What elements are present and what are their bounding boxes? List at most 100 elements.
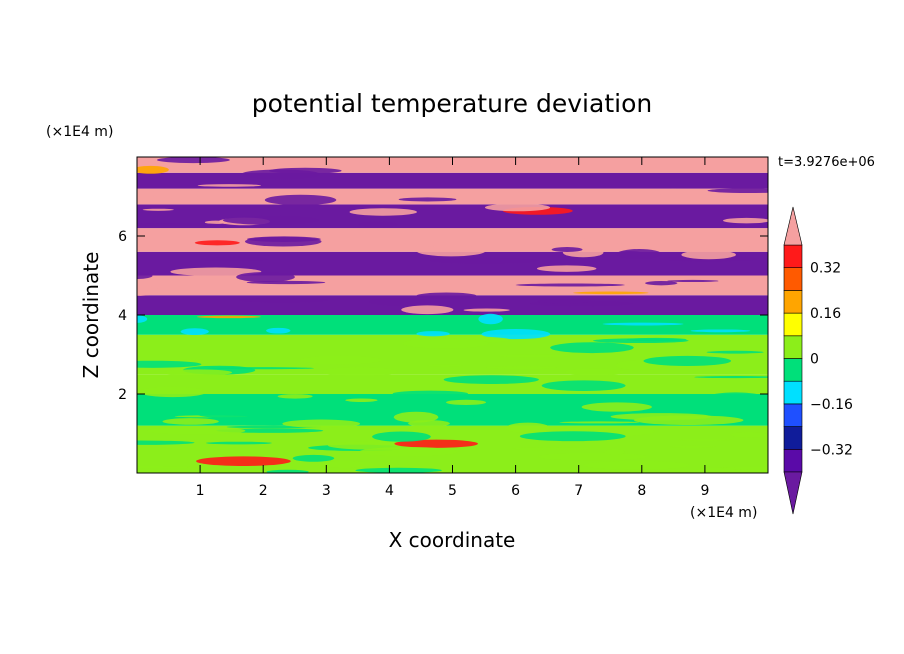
contour-patch: [157, 157, 230, 164]
contour-patch: [137, 272, 153, 279]
contour-patch: [416, 292, 477, 300]
contour-patch: [511, 447, 593, 451]
contour-patch: [196, 456, 291, 466]
contour-patch: [392, 390, 469, 397]
contour-patch: [541, 380, 626, 391]
contour-patch: [137, 360, 202, 368]
colorbar-tick-label: −0.16: [810, 397, 853, 413]
contour-patch: [416, 331, 450, 337]
y-axis-ticks: 2 4 6: [118, 229, 768, 403]
contour-patch: [653, 188, 695, 196]
contour-patch: [575, 237, 673, 244]
contour-texture: [137, 157, 768, 473]
contour-patch: [551, 247, 583, 252]
contour-patch: [266, 327, 291, 334]
contour-patch: [520, 162, 558, 172]
colorbar-segment: [783, 267, 803, 291]
x-tick-label: 6: [511, 483, 520, 499]
x-tick-label: 9: [700, 483, 709, 499]
colorbar-tick-label: −0.32: [810, 442, 853, 458]
contour-patch: [643, 355, 732, 366]
contour-patch: [677, 438, 733, 442]
plot-area: [137, 157, 768, 473]
contour-patch: [137, 466, 197, 469]
contour-patch: [581, 402, 652, 412]
contour-patch: [681, 250, 736, 260]
contour-patch: [616, 248, 662, 260]
contour-bands: [137, 157, 768, 473]
contour-patch: [137, 165, 169, 174]
colorbar-segment: [783, 426, 803, 450]
x-axis-ticks: 1 2 3 4 5 6 7 8 9: [196, 157, 709, 499]
contour-patch: [139, 386, 207, 398]
contour-patch: [694, 376, 768, 379]
contour-patch: [602, 322, 684, 326]
contour-patch: [393, 411, 439, 423]
colorbar-under-arrow: [783, 471, 803, 515]
contour-patch: [537, 299, 591, 304]
contour-patch: [463, 308, 510, 312]
contour-patch: [626, 337, 687, 342]
contour-patch: [564, 368, 625, 376]
contour-patch: [196, 315, 261, 319]
contour-patch: [137, 223, 225, 227]
contour-patch: [730, 431, 768, 438]
x-tick-label: 1: [196, 483, 205, 499]
contour-patch: [321, 162, 391, 166]
colorbar-segment: [783, 403, 803, 427]
contour-patch: [368, 297, 432, 306]
contour-patch: [537, 452, 648, 461]
contour-patch: [170, 267, 262, 276]
contour-patch: [238, 297, 329, 303]
contour-patch: [355, 467, 442, 473]
colorbar-segment: [783, 358, 803, 382]
contour-patch: [505, 422, 551, 434]
contour-patch: [498, 354, 572, 358]
contour-patch: [394, 439, 478, 448]
contour-patch: [445, 399, 487, 405]
contour-patch: [443, 375, 539, 385]
colorbar-tick-label: 0.32: [810, 261, 841, 277]
contour-patch: [197, 184, 262, 187]
contour-patch: [706, 350, 764, 354]
contour-patch: [300, 355, 383, 365]
contour-patch: [519, 431, 626, 442]
contour-patch: [137, 191, 226, 197]
contour-patch: [550, 342, 634, 354]
contour-patch: [194, 240, 240, 246]
time-label: t=3.9276e+06: [778, 155, 875, 170]
contour-patch: [401, 305, 454, 315]
colorbar-segment: [783, 335, 803, 359]
x-tick-label: 3: [322, 483, 331, 499]
contour-band-7: [137, 251, 768, 276]
contour-patch: [633, 415, 744, 425]
contour-patch: [264, 194, 337, 206]
contour-patch: [321, 367, 398, 377]
contour-patch: [349, 208, 417, 216]
contour-patch: [398, 197, 457, 202]
contour-patch: [345, 398, 378, 402]
contour-patch: [722, 217, 768, 224]
x-axis-label: X coordinate: [389, 528, 516, 552]
y-tick-label: 4: [118, 308, 127, 324]
contour-patch: [222, 215, 319, 225]
contour-patch: [690, 329, 751, 333]
contour-patch: [515, 283, 625, 287]
contour-patch: [427, 364, 464, 367]
colorbar-segment: [783, 290, 803, 314]
contour-patch: [147, 426, 246, 435]
contour-patch: [282, 419, 361, 428]
x-unit-label: (×1E4 m): [690, 505, 757, 521]
contour-patch: [137, 285, 159, 296]
contour-patch: [697, 245, 751, 248]
contour-patch: [142, 208, 174, 211]
y-tick-label: 2: [118, 387, 127, 403]
chart-title: potential temperature deviation: [252, 89, 652, 118]
contour-patch: [536, 265, 597, 272]
contour-patch: [162, 369, 232, 376]
colorbar-segment: [783, 312, 803, 337]
x-tick-label: 7: [574, 483, 583, 499]
colorbar-segment: [783, 380, 803, 405]
contour-patch: [485, 366, 557, 370]
contour-patch: [207, 367, 315, 370]
